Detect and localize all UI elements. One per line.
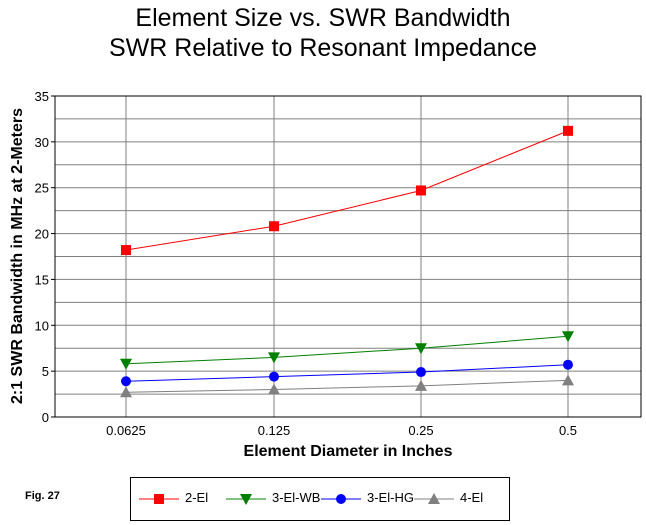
legend-swatch <box>414 493 454 504</box>
y-tick-label: 10 <box>35 318 49 333</box>
data-point <box>120 358 132 370</box>
legend-label: 2-El <box>185 490 209 505</box>
data-point <box>269 221 279 232</box>
legend-marker <box>336 494 346 504</box>
y-tick-label: 0 <box>42 410 49 425</box>
series-3-el-hg <box>121 359 573 387</box>
x-tick-label: 0.125 <box>258 423 291 438</box>
data-point <box>268 383 280 395</box>
data-point <box>416 367 426 378</box>
data-point <box>121 376 131 387</box>
data-point <box>416 185 426 196</box>
y-tick-label: 25 <box>35 181 49 196</box>
y-tick-label: 35 <box>35 89 49 104</box>
legend-swatch <box>226 494 266 505</box>
series-3-el-wb <box>120 331 574 370</box>
legend-swatch <box>139 494 179 504</box>
y-tick-label: 5 <box>42 364 49 379</box>
data-point <box>268 352 280 364</box>
series-line <box>125 364 569 382</box>
data-point <box>563 125 573 136</box>
data-point <box>120 386 132 398</box>
data-point <box>415 379 427 391</box>
legend-marker <box>428 493 440 504</box>
data-point <box>562 331 574 343</box>
y-tick-label: 15 <box>35 272 49 287</box>
data-point <box>269 371 279 382</box>
series-line <box>125 379 569 393</box>
x-tick-label: 0.0625 <box>106 423 146 438</box>
data-point <box>415 343 427 355</box>
legend-label: 3-El-HG <box>367 490 414 505</box>
legend: 2-El 3-El-WB 3-El-HG 4-El <box>130 477 510 521</box>
series-2-el <box>121 125 573 256</box>
series-line <box>125 335 569 365</box>
series-line <box>125 130 569 251</box>
figure-label: Fig. 27 <box>25 490 60 502</box>
series-4-el <box>120 374 574 398</box>
x-tick-label: 0.25 <box>408 423 433 438</box>
data-point <box>562 374 574 386</box>
x-axis-label: Element Diameter in Inches <box>244 443 453 460</box>
legend-marker <box>154 494 164 504</box>
chart-title: Element Size vs. SWR Bandwidth <box>135 4 511 32</box>
legend-label: 4-El <box>460 490 484 505</box>
data-point <box>563 359 573 370</box>
legend-swatch <box>321 494 361 504</box>
y-axis-label: 2:1 SWR Bandwidth in MHz at 2-Meters <box>9 108 26 404</box>
legend-marker <box>240 494 252 505</box>
x-tick-label: 0.5 <box>559 423 577 438</box>
y-tick-label: 20 <box>35 227 49 242</box>
data-point <box>121 245 131 256</box>
y-tick-label: 30 <box>35 135 49 150</box>
legend-label: 3-El-WB <box>272 490 321 505</box>
chart-subtitle: SWR Relative to Resonant Impedance <box>109 34 537 62</box>
plot-border <box>54 95 642 418</box>
